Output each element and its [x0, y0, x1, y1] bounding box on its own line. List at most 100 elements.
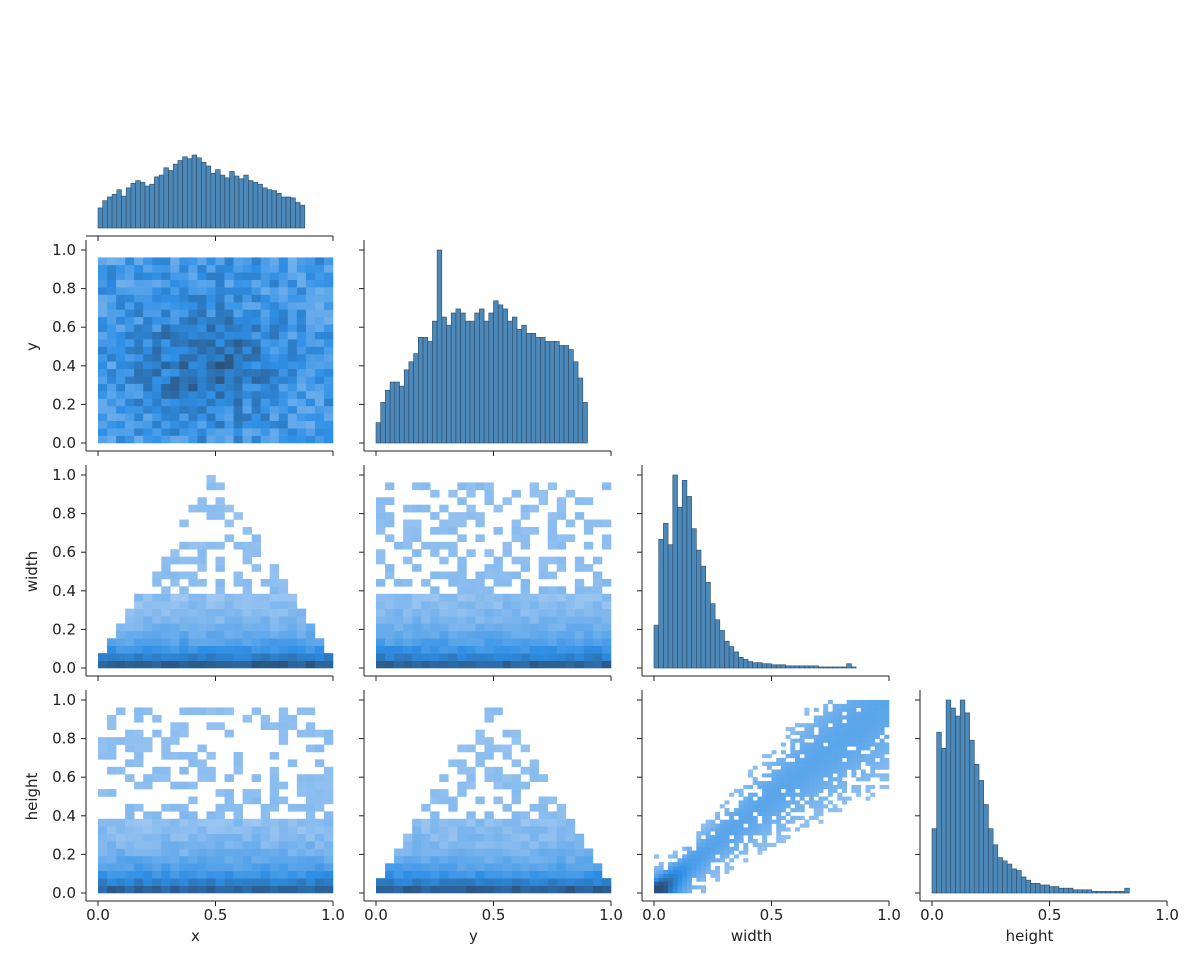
heat-cell: [837, 734, 843, 739]
heat-cell: [874, 727, 880, 732]
heat-cell: [771, 842, 777, 847]
heat-cell: [776, 831, 782, 836]
heat-cell: [556, 512, 567, 520]
heat-cell: [107, 789, 117, 797]
heat-cell: [134, 848, 144, 857]
heat-cell: [701, 854, 706, 859]
heat-cell: [251, 541, 261, 550]
heat-cell: [179, 870, 189, 879]
heat-cell: [556, 534, 567, 543]
heat-cell: [724, 819, 730, 824]
heat-cell: [502, 781, 512, 790]
heat-cell: [851, 727, 857, 732]
heat-cell: [107, 653, 117, 661]
heat-cell: [125, 376, 135, 384]
hist-bar-width: [742, 659, 749, 669]
heat-cell: [197, 564, 207, 572]
heat-cell: [874, 761, 880, 766]
heat-cell: [278, 346, 289, 355]
heat-cell: [242, 789, 252, 797]
heat-cell: [547, 482, 558, 491]
heat-cell: [860, 742, 866, 747]
heat-cell: [870, 792, 876, 797]
heat-cell: [215, 653, 225, 661]
heat-cell: [170, 376, 180, 384]
heat-cell: [837, 754, 843, 759]
y-tick-label: 0.4: [52, 807, 76, 825]
heat-cell: [538, 593, 549, 602]
heat-cell: [780, 835, 786, 840]
heat-cell: [870, 711, 876, 716]
heat-cell: [776, 777, 782, 782]
heat-cell: [846, 711, 852, 716]
heat-cell: [233, 398, 243, 407]
hist-bar-height: [1115, 891, 1121, 894]
heat-cell: [296, 781, 307, 790]
heat-cell: [493, 571, 503, 580]
heat-cell: [752, 827, 758, 832]
heat-cell: [197, 391, 207, 399]
heat-cell: [188, 376, 198, 384]
heat-cell: [412, 601, 422, 609]
heat-cell: [538, 885, 549, 894]
heat-cell: [170, 593, 180, 602]
x-tick-label: 0.0: [920, 906, 944, 924]
heat-cell: [278, 420, 289, 429]
heat-cell: [677, 889, 683, 894]
heat-cell: [242, 841, 252, 849]
heat-cell: [547, 616, 558, 624]
heat-cell: [484, 878, 494, 886]
heat-cell: [748, 808, 753, 813]
heat-cell: [170, 878, 180, 886]
heat-cell: [188, 279, 198, 288]
heat-cell: [170, 571, 180, 580]
heat-cell: [296, 316, 307, 325]
heat-cell: [818, 788, 824, 793]
heat-cell: [161, 803, 171, 812]
heat-cell: [107, 391, 117, 399]
heat-cell: [547, 833, 558, 842]
heat-cell: [502, 863, 512, 872]
heat-cell: [493, 841, 503, 849]
heat-cell: [296, 826, 307, 834]
heat-cell: [484, 766, 494, 775]
heat-cell: [206, 339, 216, 347]
heat-cell: [776, 838, 782, 844]
heat-cell: [430, 826, 440, 834]
heat-cell: [152, 878, 162, 886]
heat-cell: [865, 730, 871, 736]
heat-cell: [874, 703, 880, 709]
heat-cell: [260, 264, 271, 273]
heat-cell: [799, 761, 805, 766]
heat-cell: [870, 773, 876, 778]
hist-bar-height: [1063, 887, 1069, 894]
heat-cell: [790, 800, 796, 805]
x-tick-label: 0.5: [1038, 906, 1062, 924]
heat-cell: [870, 750, 876, 755]
heat-cell: [224, 729, 234, 738]
heat-cell: [269, 301, 280, 310]
heat-cell: [870, 730, 876, 736]
heat-cell: [738, 792, 744, 797]
heat-cell: [242, 608, 252, 617]
heat-cell: [278, 818, 289, 827]
heat-cell: [827, 738, 833, 743]
heat-cell: [260, 413, 271, 422]
heat-cell: [278, 257, 289, 266]
heat-cell: [224, 405, 234, 414]
heat-cell: [412, 848, 422, 857]
heat-cell: [403, 504, 413, 513]
heat-cell: [278, 601, 289, 609]
heat-cell: [233, 638, 243, 647]
heat-cell: [856, 723, 862, 728]
heat-cell: [851, 738, 857, 743]
heat-cell: [592, 519, 603, 528]
heat-cell: [394, 653, 404, 661]
heat-cell: [206, 774, 216, 782]
heat-cell: [748, 769, 753, 774]
hist-bar-width: [752, 662, 758, 669]
heat-cell: [484, 630, 494, 639]
heat-cell: [251, 878, 261, 886]
heat-cell: [771, 800, 777, 805]
heat-cell: [152, 608, 162, 617]
